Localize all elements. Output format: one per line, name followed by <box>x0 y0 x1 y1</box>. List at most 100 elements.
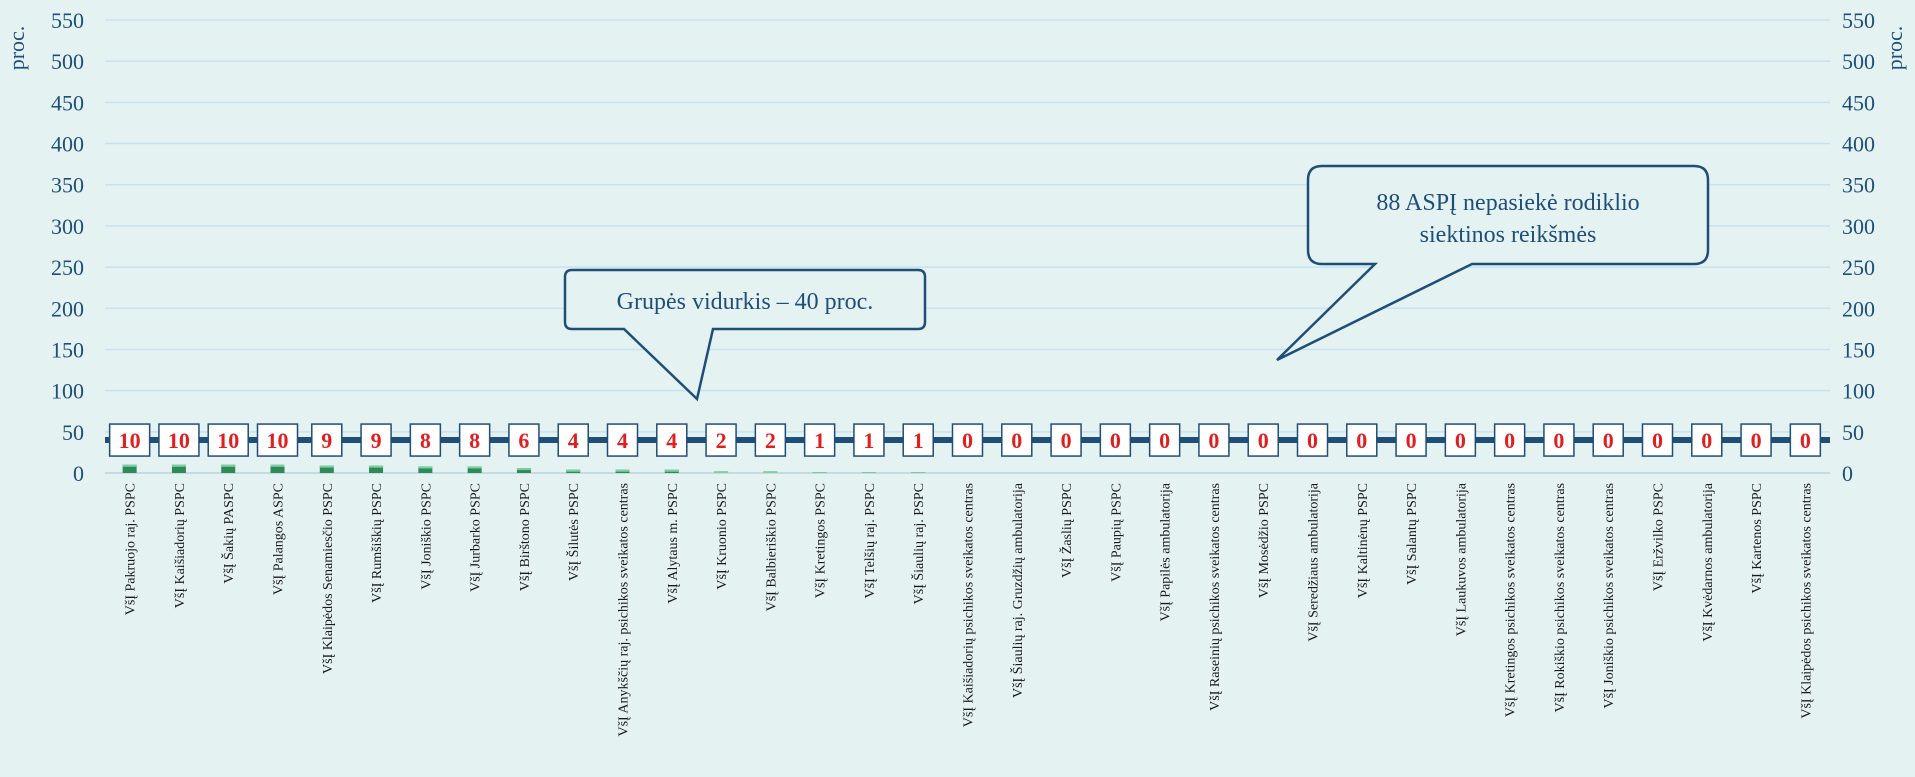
bar <box>221 464 236 473</box>
bar-highlight <box>714 471 729 473</box>
data-label: 1 <box>863 428 874 453</box>
bar-highlight <box>221 464 236 467</box>
y-tick-label-right: 400 <box>1842 132 1875 157</box>
y-tick-label-right: 0 <box>1842 461 1853 486</box>
y-tick-label-right: 150 <box>1842 337 1875 362</box>
data-label: 1 <box>913 428 924 453</box>
x-tick-label: VšĮ Papilės ambulatorija <box>1159 482 1174 621</box>
y-tick-label-left: 200 <box>51 296 84 321</box>
data-label-box <box>1592 423 1624 457</box>
data-label-box <box>256 423 299 457</box>
data-label: 0 <box>1603 428 1614 453</box>
data-label-box <box>311 423 343 457</box>
data-label-box <box>1395 423 1427 457</box>
data-label-box <box>1198 423 1230 457</box>
data-label-box <box>1247 423 1279 457</box>
x-tick-label: VšĮ Kretingos PSPC <box>814 483 829 598</box>
data-label: 0 <box>1751 428 1762 453</box>
data-label: 0 <box>1406 428 1417 453</box>
data-label-box <box>606 423 639 457</box>
x-tick-label: VšĮ Kaišiadorių PSPC <box>173 483 188 608</box>
data-label: 4 <box>666 428 677 453</box>
y-unit-right: proc. <box>1882 26 1907 71</box>
x-tick-label: VšĮ Klaipėdos Senamiesčio PSPC <box>321 483 336 674</box>
bar-highlight <box>418 466 433 469</box>
data-label-box <box>1001 423 1033 457</box>
data-label-box <box>705 423 737 457</box>
bar <box>418 466 433 473</box>
data-label-box <box>508 423 540 457</box>
x-tick-label: VšĮ Alytaus m. PSPC <box>666 483 681 604</box>
bar-highlight <box>467 466 482 469</box>
data-label: 10 <box>119 428 141 453</box>
callout-missed-text-line2: siektinos reikšmės <box>1420 222 1597 248</box>
bar-highlight <box>369 465 384 468</box>
y-tick-label-left: 250 <box>51 255 84 280</box>
data-label-box <box>1444 423 1477 457</box>
data-label: 0 <box>1455 428 1466 453</box>
data-label-box <box>1493 423 1526 457</box>
data-label: 8 <box>469 428 480 453</box>
x-tick-label: VšĮ Telšių raj. PSPC <box>863 483 878 598</box>
data-label: 0 <box>1061 428 1072 453</box>
bar <box>467 466 482 473</box>
x-tick-label: VšĮ Palangos ASPC <box>272 483 287 595</box>
x-tick-label: VšĮ Laukuvos ambulatorija <box>1454 482 1469 636</box>
callout-average <box>563 268 927 402</box>
data-label: 9 <box>321 428 332 453</box>
y-tick-label-right: 300 <box>1842 214 1875 239</box>
data-label-box <box>656 423 688 457</box>
data-label-box <box>207 423 249 457</box>
data-label-box <box>803 423 836 457</box>
data-label-box <box>1641 423 1674 457</box>
x-tick-label: VšĮ Kvėdarnos ambulatorija <box>1701 482 1716 641</box>
data-label: 1 <box>814 428 825 453</box>
y-tick-label-right: 200 <box>1842 296 1875 321</box>
x-tick-label: VšĮ Šiaulių raj. Gruzdžių ambulatorija <box>1009 482 1026 698</box>
y-tick-label-right: 100 <box>1842 379 1875 404</box>
data-label: 10 <box>267 428 289 453</box>
data-label-box <box>1543 423 1575 457</box>
x-tick-label: VšĮ Kaišiadorių psichikos sveikatos cent… <box>962 483 977 727</box>
y-tick-label-right: 250 <box>1842 255 1875 280</box>
x-tick-label: VšĮ Salantų PSPC <box>1405 483 1420 585</box>
data-label-box <box>409 423 442 457</box>
x-tick-label: VšĮ Kruonio PSPC <box>715 483 730 590</box>
y-tick-label-right: 550 <box>1842 8 1875 33</box>
data-label-box <box>158 423 200 457</box>
data-label-box <box>108 423 151 457</box>
x-tick-label: VšĮ Klaipėdos psichikos sveikatos centra… <box>1799 483 1814 719</box>
bar <box>516 468 531 473</box>
x-tick-label: VšĮ Birštono PSPC <box>518 483 533 591</box>
y-tick-label-left: 150 <box>51 337 84 362</box>
data-label: 0 <box>1307 428 1318 453</box>
data-label: 0 <box>1258 428 1269 453</box>
x-tick-label: VšĮ Eržvilko PSPC <box>1652 483 1667 591</box>
data-label: 0 <box>1159 428 1170 453</box>
bar-highlight <box>171 464 186 467</box>
x-tick-label: VšĮ Joniškio PSPC <box>419 483 434 590</box>
data-label-box <box>458 423 491 457</box>
bar <box>369 465 384 473</box>
data-label-box <box>853 423 885 457</box>
x-tick-label: VšĮ Rokiškio psichikos sveikatos centras <box>1553 483 1568 712</box>
bar-highlight <box>270 464 285 467</box>
bar <box>171 464 186 473</box>
callout-average-text: Grupės vidurkis – 40 proc. <box>617 289 874 315</box>
x-tick-label: VšĮ Paupių PSPC <box>1109 483 1124 582</box>
x-tick-label: VšĮ Seredžiaus ambulatorija <box>1307 482 1322 641</box>
y-unit-left: proc. <box>4 26 29 71</box>
data-label-box <box>951 423 984 457</box>
data-label: 0 <box>1356 428 1367 453</box>
x-tick-label: VšĮ Kaltinėnų PSPC <box>1356 483 1371 598</box>
x-tick-label: VšĮ Raseinių psichikos sveikatos centras <box>1208 483 1223 711</box>
bar <box>270 464 285 473</box>
bar-highlight <box>122 464 137 467</box>
y-tick-label-left: 500 <box>51 49 84 74</box>
y-tick-label-left: 0 <box>73 461 84 486</box>
y-tick-label-left: 550 <box>51 8 84 33</box>
bar-highlight <box>615 469 630 472</box>
x-tick-label: VšĮ Kretingos psichikos sveikatos centra… <box>1504 483 1519 717</box>
